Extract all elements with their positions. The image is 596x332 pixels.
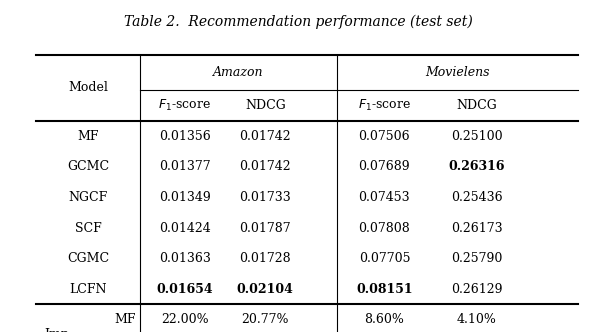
Text: 0.01742: 0.01742 [240, 160, 291, 174]
Text: 0.07705: 0.07705 [359, 252, 410, 265]
Text: Amazon: Amazon [213, 66, 263, 79]
Text: LCFN: LCFN [69, 283, 107, 296]
Text: MF: MF [114, 313, 136, 326]
Text: Table 2.  Recommendation performance (test set): Table 2. Recommendation performance (tes… [123, 15, 473, 29]
Text: 4.10%: 4.10% [457, 313, 496, 326]
Text: GCMC: GCMC [67, 160, 109, 174]
Text: 0.01787: 0.01787 [240, 221, 291, 235]
Text: 8.60%: 8.60% [365, 313, 404, 326]
Text: NDCG: NDCG [457, 99, 497, 112]
Text: $F_1$-score: $F_1$-score [358, 98, 411, 113]
Text: 0.01356: 0.01356 [159, 130, 210, 143]
Text: 0.01733: 0.01733 [240, 191, 291, 204]
Text: Movielens: Movielens [425, 66, 490, 79]
Text: 20.77%: 20.77% [241, 313, 289, 326]
Text: 0.25790: 0.25790 [451, 252, 502, 265]
Text: 0.08151: 0.08151 [356, 283, 413, 296]
Text: SCF: SCF [74, 221, 101, 235]
Text: Imp: Imp [45, 328, 70, 332]
Text: 0.02104: 0.02104 [237, 283, 294, 296]
Text: 0.01728: 0.01728 [240, 252, 291, 265]
Text: 0.07453: 0.07453 [359, 191, 410, 204]
Text: 0.26129: 0.26129 [451, 283, 502, 296]
Text: 0.01424: 0.01424 [159, 221, 210, 235]
Text: $F_1$-score: $F_1$-score [159, 98, 211, 113]
Text: 0.01363: 0.01363 [159, 252, 211, 265]
Text: 0.26173: 0.26173 [451, 221, 502, 235]
Text: 0.07689: 0.07689 [359, 160, 410, 174]
Text: NGCF: NGCF [69, 191, 107, 204]
Text: 0.25436: 0.25436 [451, 191, 502, 204]
Text: NDCG: NDCG [245, 99, 285, 112]
Text: Model: Model [68, 81, 108, 95]
Text: 22.00%: 22.00% [161, 313, 209, 326]
Text: 0.01742: 0.01742 [240, 130, 291, 143]
Text: CGMC: CGMC [67, 252, 109, 265]
Text: 0.01349: 0.01349 [159, 191, 210, 204]
Text: 0.26316: 0.26316 [449, 160, 505, 174]
Text: 0.25100: 0.25100 [451, 130, 502, 143]
Text: MF: MF [77, 130, 99, 143]
Text: 0.01377: 0.01377 [159, 160, 210, 174]
Text: 0.07506: 0.07506 [359, 130, 410, 143]
Text: 0.01654: 0.01654 [156, 283, 213, 296]
Text: 0.07808: 0.07808 [359, 221, 410, 235]
